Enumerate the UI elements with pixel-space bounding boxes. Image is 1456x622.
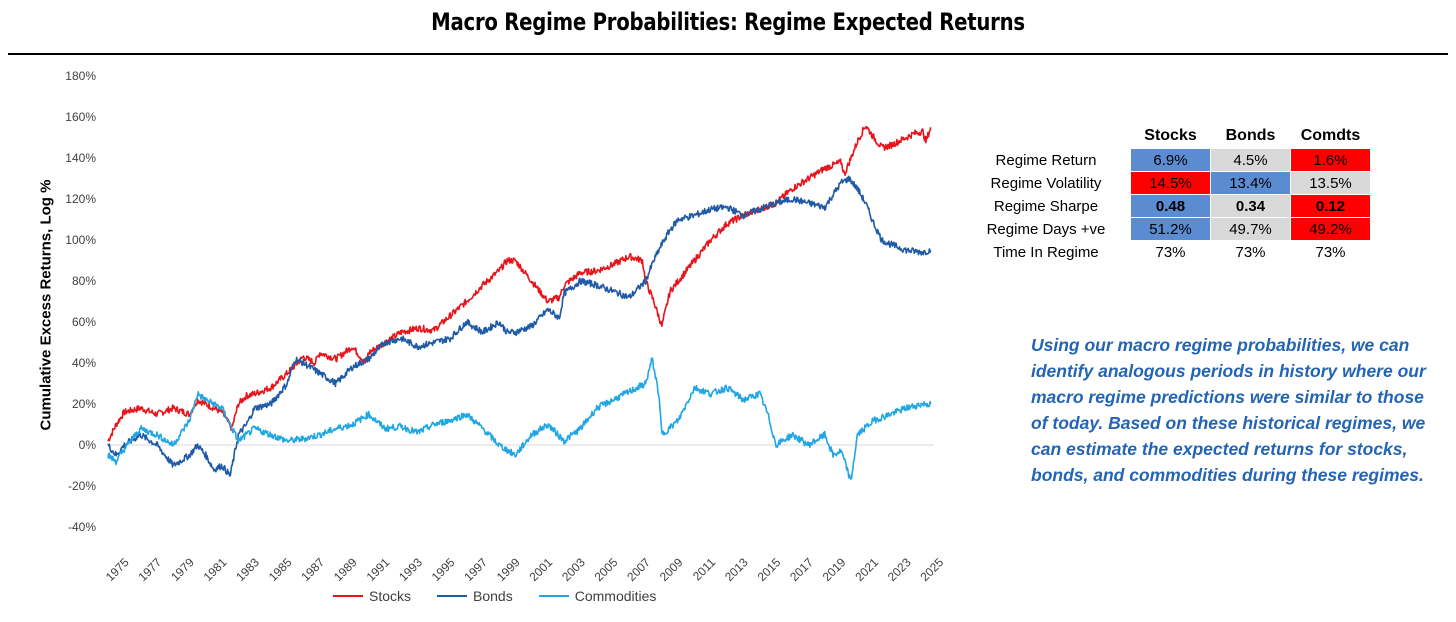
table-corner [962, 124, 1131, 149]
title-divider [8, 53, 1448, 55]
x-tick-label: 2023 [885, 555, 914, 584]
x-tick-label: 1979 [168, 555, 197, 584]
table-cell: 49.2% [1290, 217, 1371, 241]
table-header-row: Stocks Bonds Comdts [962, 124, 1371, 149]
y-tick-label: 20% [72, 397, 96, 411]
y-tick-label: 100% [65, 233, 96, 247]
y-tick-label: 60% [72, 315, 96, 329]
column-header-stocks: Stocks [1144, 127, 1197, 144]
x-tick-label: 2011 [690, 555, 718, 583]
table-cell: 14.5% [1130, 171, 1211, 195]
regime-stats-table: Stocks Bonds Comdts Regime Return 6.9% 4.5… [962, 124, 1371, 264]
table-cell: 0.34 [1210, 194, 1291, 218]
y-tick-label: -20% [68, 479, 96, 493]
x-tick-label: 1981 [201, 555, 230, 584]
table-cell: 0.48 [1130, 194, 1211, 218]
y-tick-label: 80% [72, 274, 96, 288]
table-cell: 0.12 [1290, 194, 1371, 218]
x-tick-label: 2015 [755, 555, 784, 584]
x-tick-label: 2025 [917, 555, 946, 584]
x-tick-label: 1999 [494, 555, 523, 584]
y-tick-label: 140% [65, 151, 96, 165]
table-cell: 73% [1130, 240, 1211, 264]
chart-legend: Stocks Bonds Commodities [333, 588, 656, 604]
row-label: Regime Return [962, 148, 1131, 172]
x-tick-label: 2007 [624, 555, 653, 584]
y-tick-label: 40% [72, 356, 96, 370]
x-tick-label: 1993 [396, 555, 425, 584]
x-tick-label: 1991 [364, 555, 393, 584]
table-cell: 73% [1210, 240, 1291, 264]
legend-swatch-commodities [538, 595, 569, 597]
line-chart: 180% 160% 140% 120% 100% 80% 60% 40% 20% 0% -20% -4… [65, 69, 946, 584]
table-row: Regime Volatility 14.5% 13.4% 13.5% [962, 171, 1371, 195]
legend-label-stocks: Stocks [369, 588, 412, 604]
x-tick-label: 1997 [461, 555, 490, 584]
series-line-stocks [107, 126, 932, 442]
table-cell: 73% [1290, 240, 1371, 264]
table-cell: 1.6% [1290, 148, 1371, 172]
table-row: Time In Regime 73% 73% 73% [962, 240, 1371, 264]
legend-label-commodities: Commodities [574, 588, 657, 604]
legend-swatch-stocks [333, 595, 363, 597]
column-header-bonds: Bonds [1225, 127, 1276, 144]
table-row: Regime Return 6.9% 4.5% 1.6% [962, 148, 1371, 172]
commentary-text: Using our macro regime probabilities, we… [1031, 335, 1426, 485]
table-cell: 6.9% [1130, 148, 1211, 172]
x-tick-label: 1983 [233, 555, 262, 584]
row-label: Regime Sharpe [962, 194, 1131, 218]
table-cell: 49.7% [1210, 217, 1291, 241]
y-tick-label: 180% [65, 69, 96, 83]
table-cell: 13.4% [1210, 171, 1291, 195]
row-label: Time In Regime [962, 240, 1131, 264]
column-header-comdts: Comdts [1300, 127, 1361, 144]
x-tick-label: 2009 [657, 555, 686, 584]
table-row: Regime Sharpe 0.48 0.34 0.12 [962, 194, 1371, 218]
x-tick-label: 1989 [331, 555, 360, 584]
row-label: Regime Days +ve [962, 217, 1131, 241]
chart-title: Macro Regime Probabilities: Regime Expec… [431, 8, 1025, 36]
x-tick-label: 2019 [820, 555, 849, 584]
y-tick-label: 160% [65, 110, 96, 124]
legend-item-stocks: Stocks [333, 588, 411, 604]
x-tick-label: 1995 [429, 555, 458, 584]
y-tick-label: 120% [65, 192, 96, 206]
y-tick-label: 0% [79, 438, 97, 452]
row-label: Regime Volatility [962, 171, 1131, 195]
x-tick-label: 2005 [592, 555, 621, 584]
x-tick-label: 2001 [526, 555, 555, 584]
series-line-bonds [107, 175, 932, 477]
legend-label-bonds: Bonds [473, 588, 513, 604]
x-tick-label: 2003 [559, 555, 588, 584]
x-tick-label: 1977 [135, 555, 164, 584]
x-tick-label: 1985 [266, 555, 295, 584]
legend-item-commodities: Commodities [538, 588, 657, 604]
x-tick-label: 1987 [298, 555, 327, 584]
y-axis-label: Cumulative Excess Returns, Log % [37, 179, 55, 431]
legend-swatch-bonds [437, 595, 468, 597]
table-cell: 4.5% [1210, 148, 1291, 172]
x-tick-label: 1975 [103, 555, 132, 584]
y-tick-label: -40% [68, 520, 96, 534]
table-cell: 13.5% [1290, 171, 1371, 195]
series-line-commodities [107, 357, 932, 480]
table-row: Regime Days +ve 51.2% 49.7% 49.2% [962, 217, 1371, 241]
legend-item-bonds: Bonds [437, 588, 513, 604]
x-tick-label: 2017 [787, 555, 816, 584]
x-tick-label: 2021 [852, 555, 881, 584]
x-tick-label: 2013 [722, 555, 751, 584]
table-cell: 51.2% [1130, 217, 1211, 241]
